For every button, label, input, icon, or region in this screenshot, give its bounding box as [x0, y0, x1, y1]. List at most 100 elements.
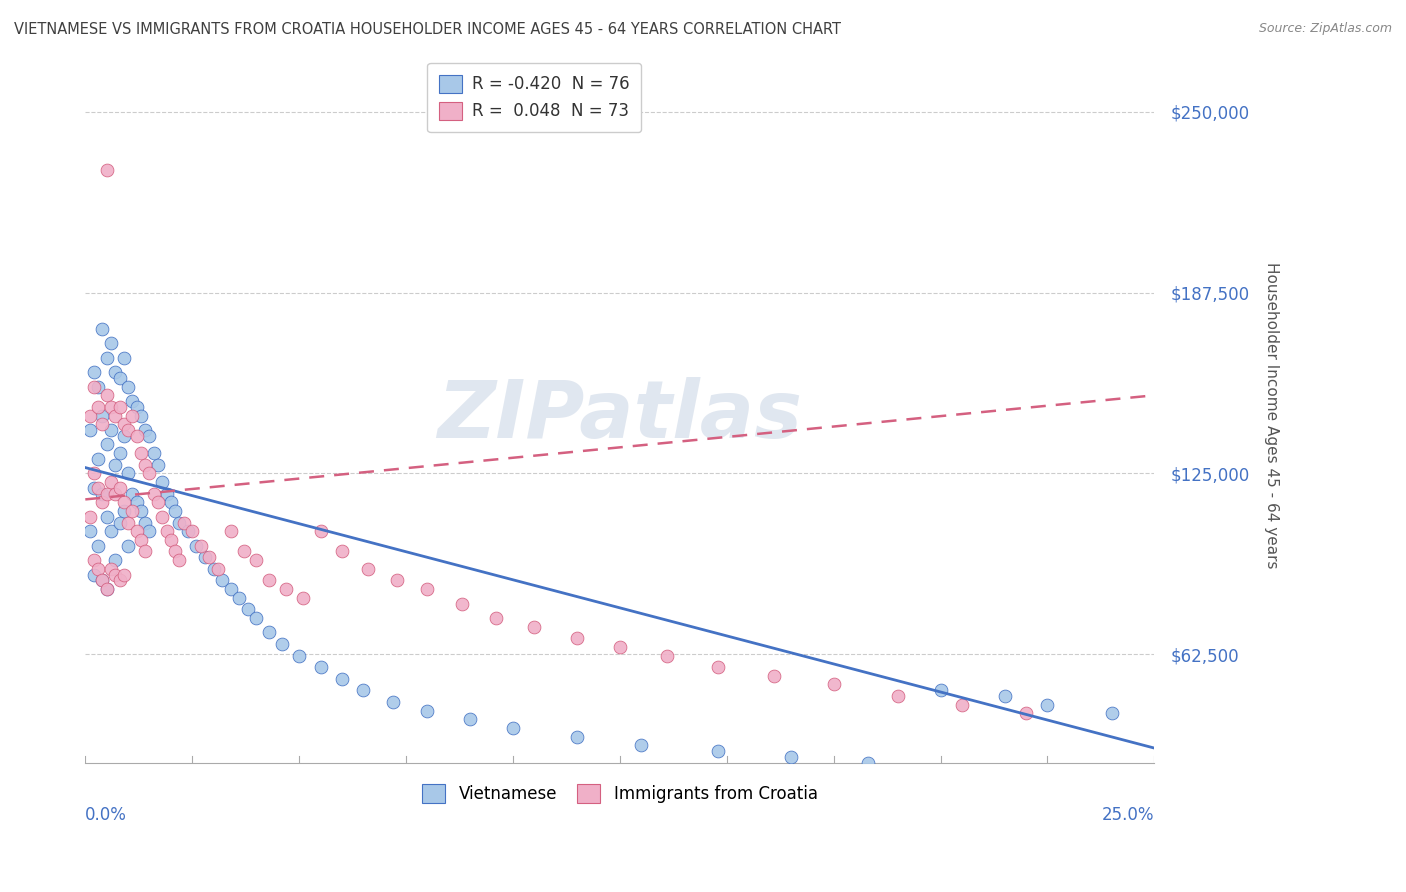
Point: [271, 637, 294, 651]
Point: [83, 365, 105, 379]
Point: [142, 446, 165, 460]
Point: [155, 524, 177, 539]
Point: [630, 738, 652, 752]
Point: [707, 744, 730, 758]
Point: [112, 351, 135, 365]
Point: [96, 582, 118, 596]
Point: [129, 446, 152, 460]
Point: [155, 486, 177, 500]
Point: [485, 611, 508, 625]
Point: [112, 417, 135, 432]
Point: [91, 486, 114, 500]
Point: [104, 553, 127, 567]
Point: [523, 620, 546, 634]
Point: [169, 553, 191, 567]
Point: [100, 475, 122, 489]
Text: ZIPatlas: ZIPatlas: [437, 376, 803, 455]
Point: [950, 698, 973, 712]
Point: [1101, 706, 1123, 721]
Point: [91, 574, 114, 588]
Point: [165, 544, 187, 558]
Point: [87, 400, 110, 414]
Point: [108, 371, 131, 385]
Point: [1015, 706, 1038, 721]
Point: [198, 550, 221, 565]
Point: [276, 582, 298, 596]
Point: [108, 400, 131, 414]
Point: [177, 524, 200, 539]
Point: [83, 553, 105, 567]
Point: [609, 640, 631, 654]
Point: [502, 721, 524, 735]
Point: [655, 648, 678, 663]
Point: [79, 524, 101, 539]
Point: [91, 417, 114, 432]
Text: VIETNAMESE VS IMMIGRANTS FROM CROATIA HOUSEHOLDER INCOME AGES 45 - 64 YEARS CORR: VIETNAMESE VS IMMIGRANTS FROM CROATIA HO…: [14, 22, 841, 37]
Point: [352, 683, 374, 698]
Point: [96, 437, 118, 451]
Point: [929, 683, 952, 698]
Point: [129, 409, 152, 423]
Point: [79, 509, 101, 524]
Point: [134, 423, 156, 437]
Point: [146, 495, 169, 509]
Point: [232, 544, 254, 558]
Point: [288, 648, 311, 663]
Point: [104, 365, 127, 379]
Point: [83, 567, 105, 582]
Point: [150, 475, 173, 489]
Point: [856, 756, 879, 770]
Point: [565, 730, 588, 744]
Point: [228, 591, 250, 605]
Point: [245, 553, 267, 567]
Point: [100, 562, 122, 576]
Point: [707, 660, 730, 674]
Point: [762, 669, 785, 683]
Point: [207, 562, 229, 576]
Point: [142, 486, 165, 500]
Point: [330, 672, 353, 686]
Point: [117, 516, 139, 530]
Point: [83, 379, 105, 393]
Point: [138, 467, 160, 481]
Point: [129, 533, 152, 547]
Point: [87, 562, 110, 576]
Point: [169, 516, 191, 530]
Point: [108, 574, 131, 588]
Text: 25.0%: 25.0%: [1102, 806, 1154, 824]
Point: [309, 660, 332, 674]
Point: [96, 486, 118, 500]
Point: [125, 524, 148, 539]
Point: [125, 495, 148, 509]
Point: [159, 495, 181, 509]
Point: [104, 567, 127, 582]
Point: [416, 582, 439, 596]
Point: [112, 429, 135, 443]
Point: [245, 611, 267, 625]
Point: [159, 533, 181, 547]
Point: [186, 539, 208, 553]
Point: [146, 458, 169, 472]
Point: [108, 516, 131, 530]
Point: [112, 567, 135, 582]
Point: [173, 516, 195, 530]
Point: [121, 394, 143, 409]
Point: [129, 504, 152, 518]
Point: [104, 409, 127, 423]
Point: [780, 749, 803, 764]
Point: [87, 451, 110, 466]
Point: [190, 539, 212, 553]
Point: [887, 689, 910, 703]
Point: [79, 423, 101, 437]
Point: [309, 524, 332, 539]
Point: [202, 562, 225, 576]
Point: [104, 486, 127, 500]
Point: [108, 446, 131, 460]
Point: [87, 539, 110, 553]
Point: [387, 574, 409, 588]
Text: 0.0%: 0.0%: [86, 806, 127, 824]
Point: [100, 400, 122, 414]
Point: [994, 689, 1017, 703]
Point: [138, 524, 160, 539]
Point: [138, 429, 160, 443]
